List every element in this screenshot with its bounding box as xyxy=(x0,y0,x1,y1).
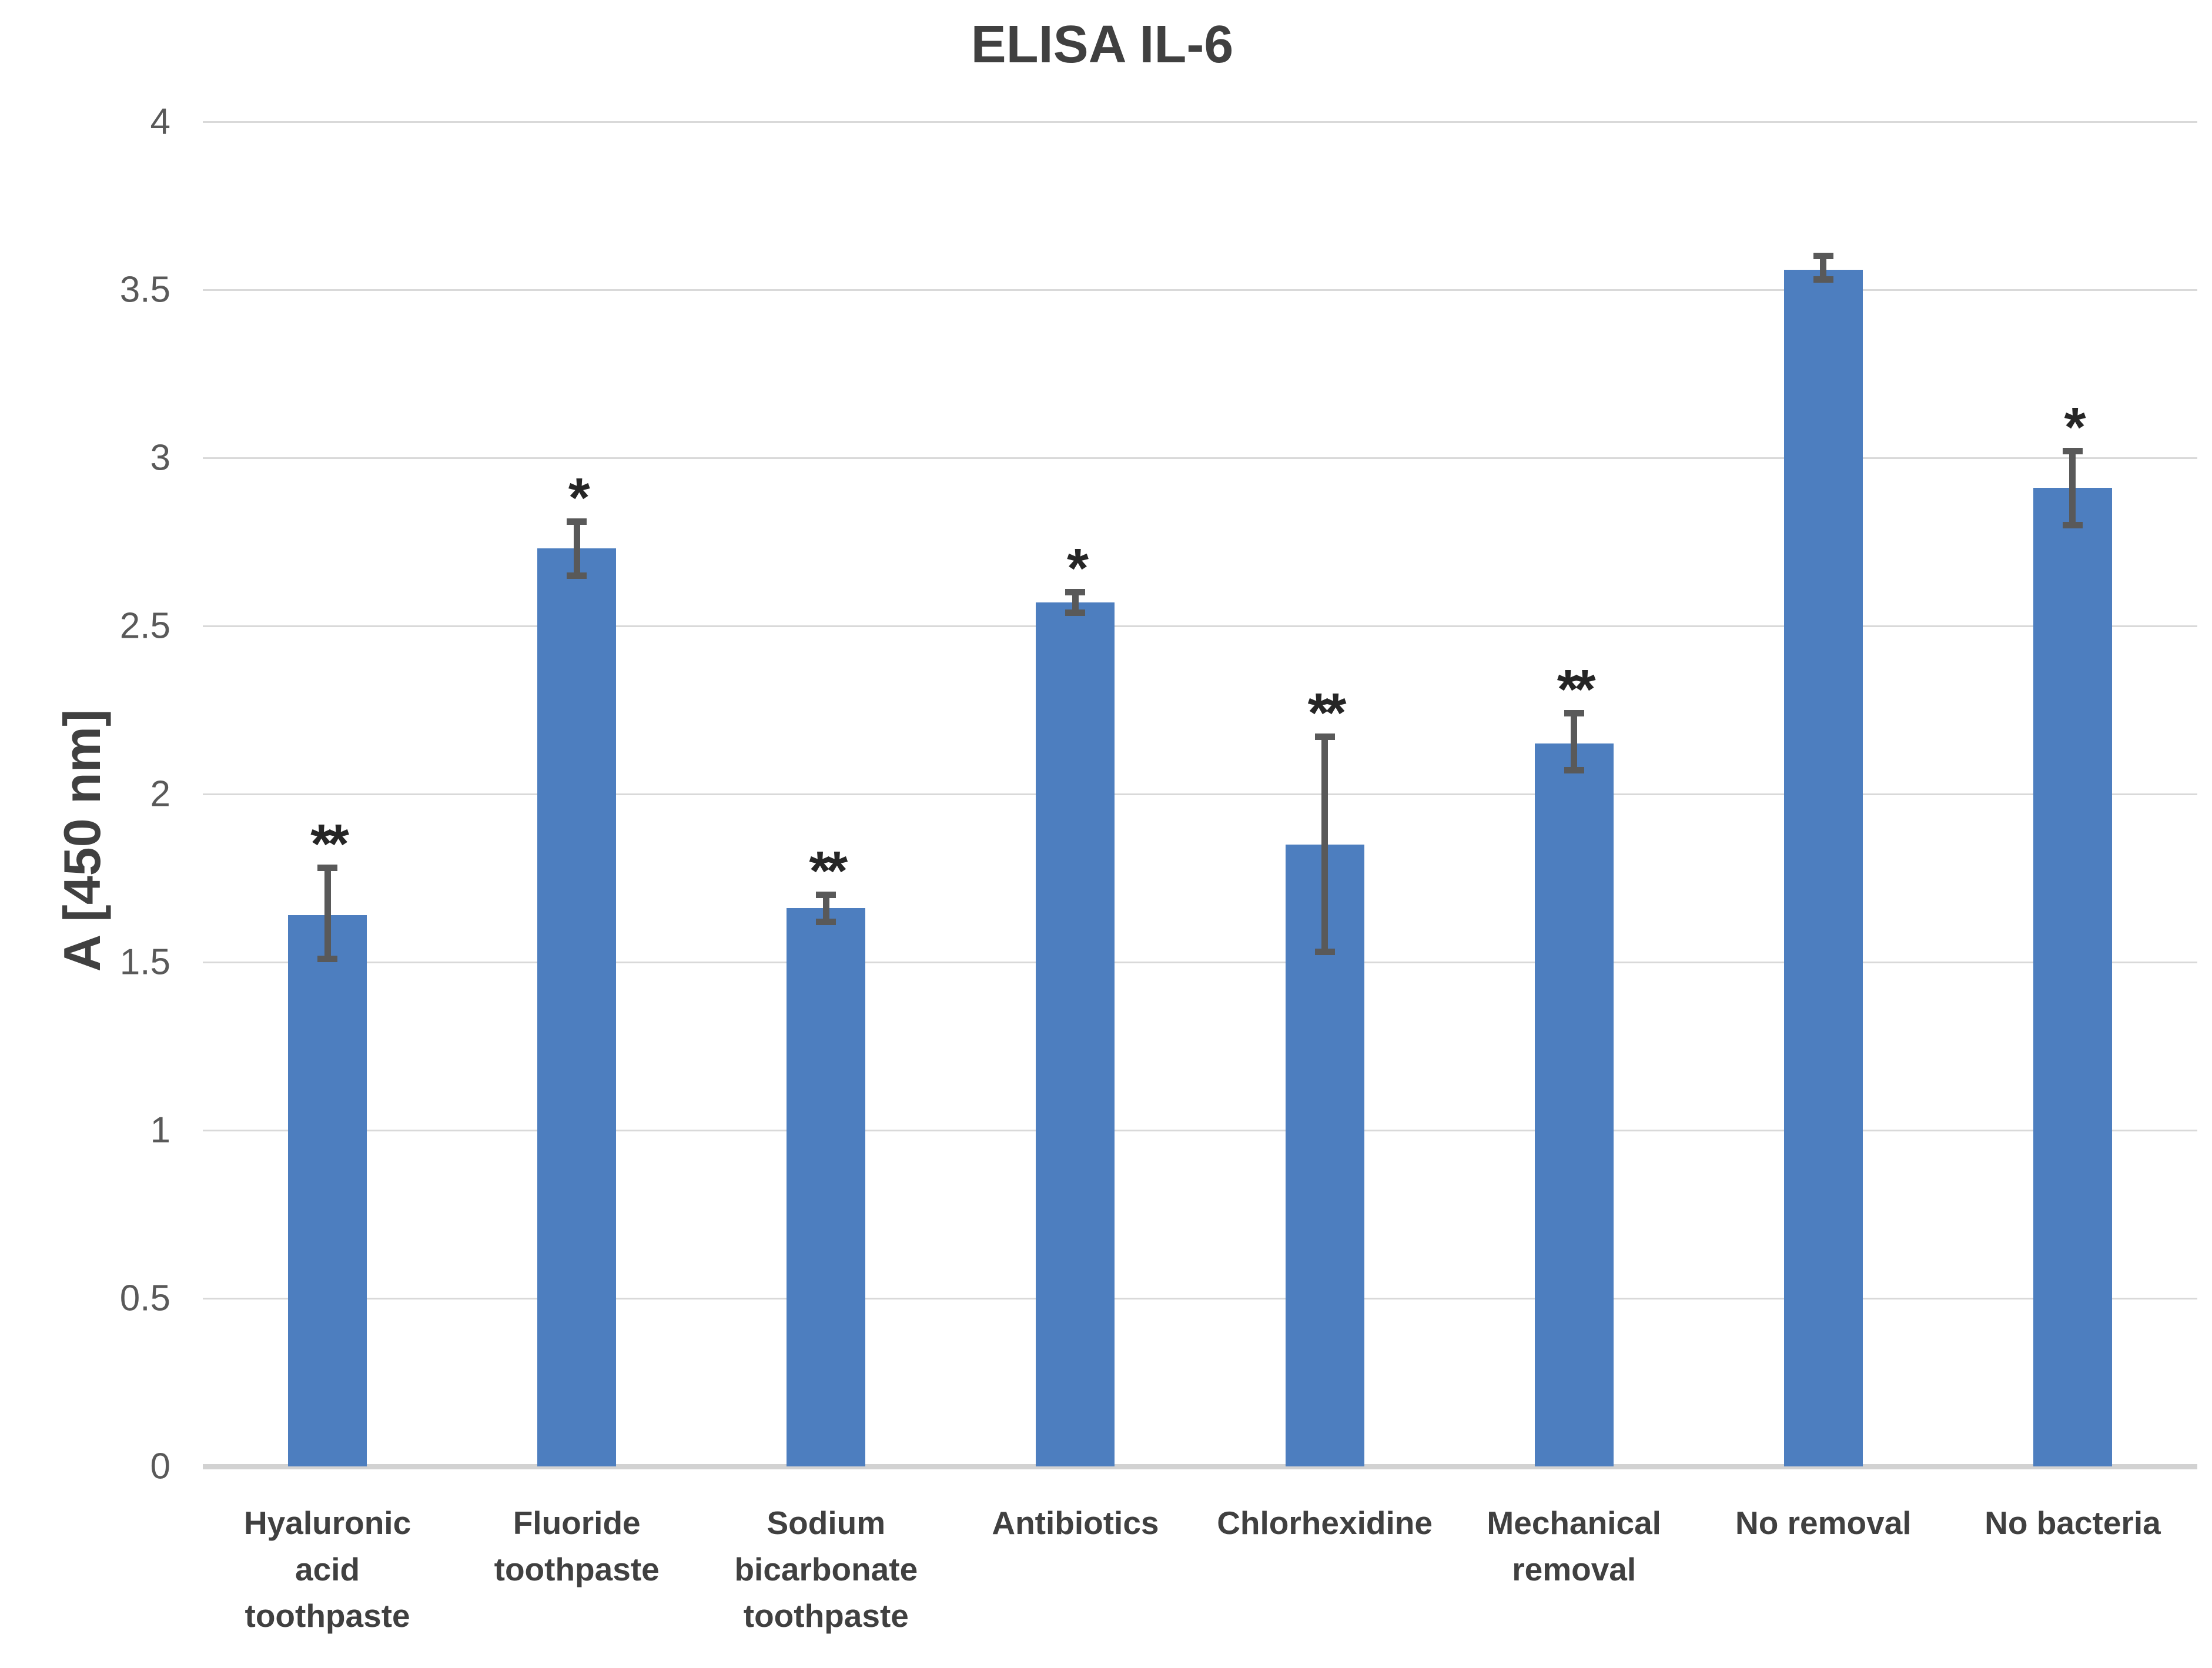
y-tick-label: 0.5 xyxy=(119,1278,170,1319)
error-bar-cap-bottom xyxy=(567,572,587,579)
x-category-label: Sodium bicarbonate toothpaste xyxy=(734,1505,918,1634)
significance-marker: ** xyxy=(809,839,848,902)
gridline xyxy=(203,961,2197,963)
y-tick-label: 2.5 xyxy=(119,605,170,647)
error-bar-cap-top xyxy=(2062,448,2083,455)
y-tick-label: 2 xyxy=(150,773,170,815)
significance-marker: * xyxy=(2064,396,2086,458)
error-bar-line xyxy=(822,895,829,922)
x-axis-line xyxy=(203,1464,2197,1469)
significance-marker: ** xyxy=(310,812,349,875)
error-bar-line xyxy=(1072,592,1079,613)
gridline xyxy=(203,793,2197,795)
y-tick-label: 1.5 xyxy=(119,942,170,983)
chart-title: ELISA IL-6 xyxy=(971,15,1234,74)
error-bar-cap-bottom xyxy=(1813,276,1833,283)
bar-2 xyxy=(537,548,617,1466)
significance-marker: ** xyxy=(1307,681,1347,744)
error-bar-line xyxy=(1321,736,1328,952)
x-category-label: Hyaluronic acid toothpaste xyxy=(243,1505,411,1634)
gridline xyxy=(203,457,2197,459)
y-tick-label: 1 xyxy=(150,1110,170,1151)
error-bar-cap-top xyxy=(816,892,836,899)
error-bar-line xyxy=(573,521,580,576)
y-tick-label: 3 xyxy=(150,437,170,478)
error-bar-cap-top xyxy=(1065,589,1086,596)
x-category-label: Antibiotics xyxy=(992,1505,1159,1541)
bar-4 xyxy=(1036,602,1115,1466)
error-bar-cap-bottom xyxy=(1065,609,1086,616)
error-bar-line xyxy=(2069,451,2076,525)
significance-marker: * xyxy=(1066,537,1089,599)
x-category-label: No removal xyxy=(1735,1505,1912,1541)
error-bar-line xyxy=(324,868,331,959)
x-category-label: Chlorhexidine xyxy=(1217,1505,1433,1541)
bar-7 xyxy=(1783,269,1863,1466)
error-bar-cap-top xyxy=(1314,733,1335,741)
bar-1 xyxy=(288,915,367,1466)
gridline xyxy=(203,120,2197,123)
error-bar-cap-top xyxy=(317,865,338,872)
error-bar-cap-bottom xyxy=(1314,949,1335,956)
x-category-label: Fluoride toothpaste xyxy=(494,1505,660,1587)
error-bar-cap-bottom xyxy=(1564,767,1584,774)
y-tick-label: 0 xyxy=(150,1446,170,1487)
gridline xyxy=(203,289,2197,291)
error-bar-cap-bottom xyxy=(816,918,836,925)
bar-8 xyxy=(2033,488,2112,1466)
gridline xyxy=(203,1297,2197,1299)
gridline xyxy=(203,1129,2197,1131)
error-bar-cap-bottom xyxy=(2062,521,2083,528)
bar-6 xyxy=(1534,743,1614,1466)
error-bar-cap-top xyxy=(567,518,587,525)
error-bar-cap-top xyxy=(1564,710,1584,717)
gridline xyxy=(203,625,2197,627)
bar-3 xyxy=(787,908,866,1466)
significance-marker: ** xyxy=(1557,658,1596,721)
significance-marker: * xyxy=(568,466,590,529)
y-tick-label: 4 xyxy=(150,101,170,142)
error-bar-line xyxy=(1820,256,1827,280)
y-axis-title: A [450 nm] xyxy=(53,709,111,972)
error-bar-cap-top xyxy=(1813,253,1833,260)
error-bar-cap-bottom xyxy=(317,955,338,962)
x-category-label: No bacteria xyxy=(1985,1505,2161,1541)
y-tick-label: 3.5 xyxy=(119,269,170,310)
error-bar-line xyxy=(1571,713,1578,771)
x-category-label: Mechanical removal xyxy=(1487,1505,1661,1587)
